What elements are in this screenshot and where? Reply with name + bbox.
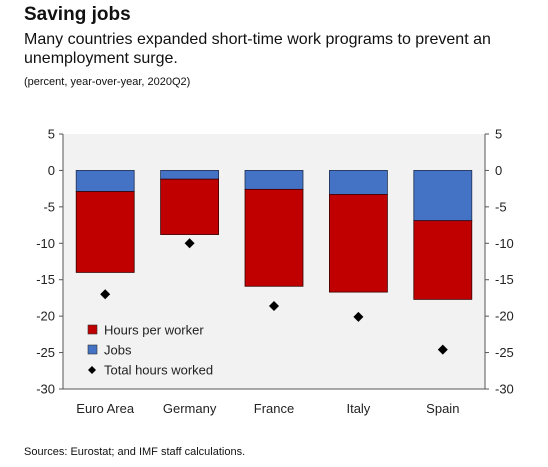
y-tick-label-left: -10 [36,236,55,251]
marker-total-hours [184,238,195,249]
y-tick-label-right: -30 [495,382,514,397]
x-tick-label: France [254,401,294,416]
x-tick-label: Italy [346,401,370,416]
legend-swatch-total-hours [88,366,96,374]
bar-jobs [160,170,220,180]
legend-label: Total hours worked [104,363,213,378]
chart-units-note: (percent, year-over-year, 2020Q2) [24,76,191,88]
marker-total-hours [353,311,364,322]
y-tick-label-right: -10 [495,236,514,251]
marker-total-hours [269,300,279,311]
bar-hours-per-worker [160,178,220,235]
bar-jobs [244,170,304,190]
y-tick-label-left: 0 [48,163,55,178]
bar-jobs [75,170,135,192]
bar-hours-per-worker [244,188,304,287]
chart-subtitle: Many countries expanded short-time work … [24,31,491,67]
y-tick-label-left: -15 [36,272,55,287]
y-tick-label-right: -20 [495,309,514,324]
legend-label: Jobs [104,343,132,358]
y-tick-label-right: 5 [495,127,502,142]
marker-total-hours [437,344,448,355]
legend-swatch [87,344,98,355]
bar-jobs [413,170,473,222]
bar-hours-per-worker [413,220,473,300]
marker-total-hours [100,289,111,300]
y-tick-label-left: -5 [43,199,55,214]
y-tick-label-right: -25 [495,345,514,360]
bar-hours-per-worker [75,191,135,273]
y-tick-label-right: -15 [495,272,514,287]
y-tick-label-right: 0 [495,163,502,178]
y-tick-label-right: -5 [495,199,507,214]
x-tick-label: Euro Area [76,401,135,416]
bar-hours-per-worker [328,194,388,293]
legend-label: Hours per worker [104,323,204,338]
x-tick-label: Spain [426,401,459,416]
x-tick-label: Germany [163,401,217,416]
source-note: Sources: Eurostat; and IMF staff calcula… [24,446,246,458]
y-tick-label-left: -20 [36,309,55,324]
y-tick-label-left: -30 [36,382,55,397]
bar-jobs [328,170,388,195]
y-tick-label-left: -25 [36,345,55,360]
y-tick-label-left: 5 [48,127,55,142]
chart-title: Saving jobs [24,4,131,25]
legend-swatch [87,324,98,335]
